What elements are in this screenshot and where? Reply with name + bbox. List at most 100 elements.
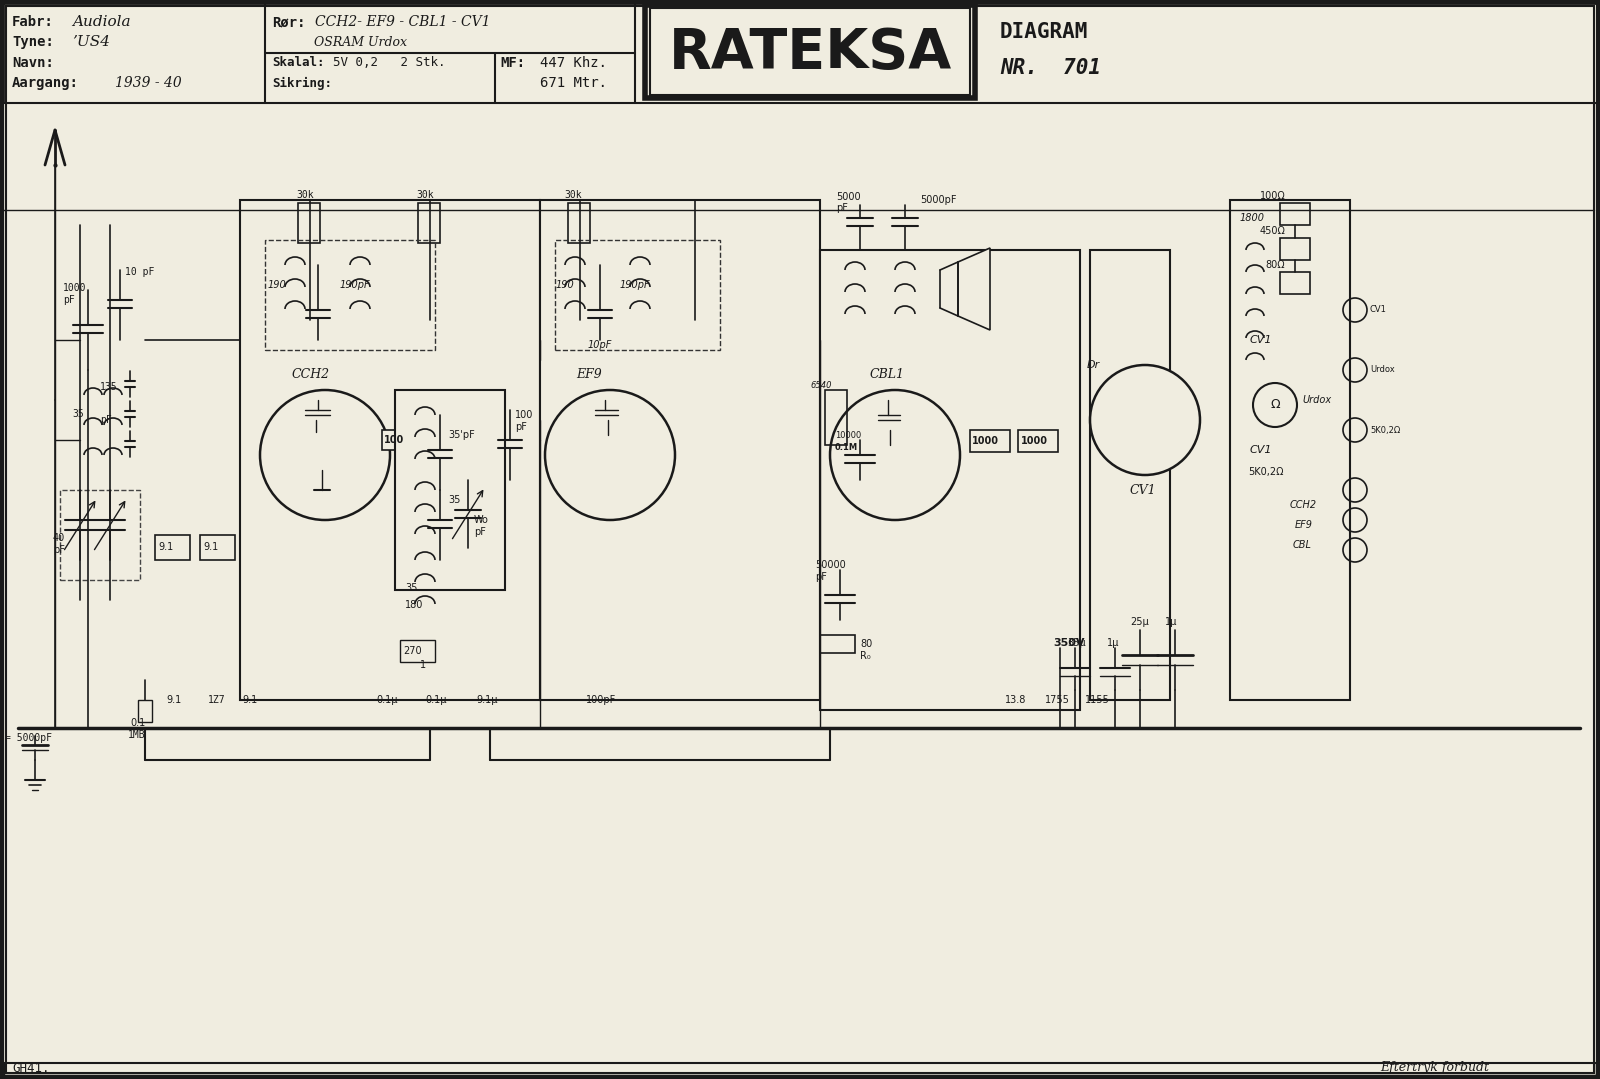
Text: 1755: 1755 bbox=[1045, 695, 1070, 705]
Text: 1: 1 bbox=[419, 660, 426, 670]
Bar bbox=[418, 203, 440, 243]
Text: CV1: CV1 bbox=[1250, 445, 1272, 455]
Text: 1800: 1800 bbox=[1240, 213, 1266, 223]
Text: CBL: CBL bbox=[1293, 540, 1312, 550]
Text: 50000: 50000 bbox=[814, 560, 846, 570]
Text: CBL1: CBL1 bbox=[870, 369, 906, 382]
Bar bbox=[3, 103, 1597, 1063]
Text: 190pF: 190pF bbox=[339, 279, 371, 290]
Text: Skalal:: Skalal: bbox=[272, 56, 325, 69]
Bar bbox=[298, 203, 320, 243]
Text: 40: 40 bbox=[53, 533, 66, 543]
Text: 35: 35 bbox=[448, 495, 461, 505]
Text: 30k: 30k bbox=[563, 190, 582, 200]
Text: CV1: CV1 bbox=[1250, 334, 1272, 345]
Text: 190pF: 190pF bbox=[621, 279, 651, 290]
Text: 450Ω: 450Ω bbox=[1261, 226, 1286, 236]
Text: Wo: Wo bbox=[474, 515, 490, 525]
Text: EF9: EF9 bbox=[1294, 520, 1314, 530]
Text: 1155: 1155 bbox=[1085, 695, 1110, 705]
Text: 9.1μ: 9.1μ bbox=[477, 695, 498, 705]
Text: 1Z7: 1Z7 bbox=[208, 695, 226, 705]
Circle shape bbox=[546, 390, 675, 520]
Text: 1000: 1000 bbox=[62, 283, 86, 293]
Text: 135: 135 bbox=[99, 382, 118, 392]
Text: Dr: Dr bbox=[1086, 360, 1101, 370]
Text: 100: 100 bbox=[515, 410, 533, 420]
Text: ’US4: ’US4 bbox=[72, 35, 110, 49]
Text: 9.1: 9.1 bbox=[203, 542, 218, 552]
Text: CV1: CV1 bbox=[1130, 483, 1157, 496]
Text: 35: 35 bbox=[405, 583, 418, 593]
Text: 30k: 30k bbox=[416, 190, 434, 200]
Bar bbox=[819, 636, 854, 653]
Text: 5000pF: 5000pF bbox=[920, 195, 957, 205]
Text: 1μ: 1μ bbox=[1107, 638, 1120, 648]
Text: Audiola: Audiola bbox=[72, 15, 131, 29]
Text: MF:: MF: bbox=[499, 56, 525, 70]
Text: 0.1M: 0.1M bbox=[835, 443, 858, 452]
Text: 80Ω: 80Ω bbox=[1266, 260, 1285, 270]
Text: 9.1: 9.1 bbox=[158, 542, 173, 552]
Text: 1μ: 1μ bbox=[1165, 617, 1178, 627]
Bar bbox=[1090, 250, 1170, 700]
Text: pF: pF bbox=[515, 422, 526, 432]
Text: 671 Mtr.: 671 Mtr. bbox=[541, 76, 606, 90]
Bar bbox=[1230, 200, 1350, 700]
Bar bbox=[1018, 431, 1058, 452]
Text: 1000: 1000 bbox=[973, 436, 998, 446]
Text: 1939 - 40: 1939 - 40 bbox=[115, 76, 182, 90]
Text: Eftertryk forbudt: Eftertryk forbudt bbox=[1379, 1062, 1490, 1075]
Text: Tyne:: Tyne: bbox=[13, 35, 54, 49]
Text: pF: pF bbox=[53, 545, 66, 555]
Text: RATEKSA: RATEKSA bbox=[669, 26, 952, 80]
Text: 5K0,2Ω: 5K0,2Ω bbox=[1370, 425, 1400, 435]
Bar bbox=[645, 5, 974, 98]
Text: R₀: R₀ bbox=[861, 651, 870, 661]
Text: pF: pF bbox=[62, 295, 75, 305]
Text: 9.1: 9.1 bbox=[242, 695, 258, 705]
Text: Urdox: Urdox bbox=[1370, 366, 1395, 374]
Text: 0.1: 0.1 bbox=[130, 718, 146, 728]
Text: EF9: EF9 bbox=[576, 369, 602, 382]
Text: 80: 80 bbox=[861, 639, 872, 648]
Text: 180: 180 bbox=[405, 600, 424, 610]
Text: 13.8: 13.8 bbox=[1005, 695, 1026, 705]
Polygon shape bbox=[958, 248, 990, 330]
Bar bbox=[970, 431, 1010, 452]
Bar bbox=[819, 250, 1080, 710]
Bar bbox=[568, 203, 590, 243]
Text: pF: pF bbox=[99, 415, 112, 425]
Text: 270: 270 bbox=[403, 646, 422, 656]
Bar bbox=[1280, 203, 1310, 226]
Text: 0.1μ: 0.1μ bbox=[376, 695, 397, 705]
Text: 5K0,2Ω: 5K0,2Ω bbox=[1248, 467, 1283, 477]
Bar bbox=[240, 200, 541, 700]
Text: 35'pF: 35'pF bbox=[448, 431, 475, 440]
Bar bbox=[138, 700, 152, 722]
Text: 30k: 30k bbox=[296, 190, 314, 200]
Text: 35: 35 bbox=[72, 409, 83, 419]
Text: Urdox: Urdox bbox=[1302, 395, 1331, 405]
Text: OSRAM Urdox: OSRAM Urdox bbox=[314, 36, 406, 49]
Text: Ω: Ω bbox=[1270, 398, 1280, 411]
Circle shape bbox=[259, 390, 390, 520]
Text: Navn:: Navn: bbox=[13, 56, 54, 70]
Text: 10pF: 10pF bbox=[589, 340, 613, 350]
Text: = 5000pF: = 5000pF bbox=[5, 733, 51, 743]
Text: 447 Khz.: 447 Khz. bbox=[541, 56, 606, 70]
Bar bbox=[400, 640, 435, 663]
Bar bbox=[382, 431, 419, 450]
Bar bbox=[650, 8, 970, 95]
Bar bbox=[1280, 238, 1310, 260]
Text: 1000: 1000 bbox=[1021, 436, 1048, 446]
Text: CCH2: CCH2 bbox=[291, 369, 330, 382]
Text: 0.1μ: 0.1μ bbox=[426, 695, 446, 705]
Text: pF: pF bbox=[474, 527, 486, 537]
Text: Fabr:: Fabr: bbox=[13, 15, 54, 29]
Text: CCH2- EF9 - CBL1 - CV1: CCH2- EF9 - CBL1 - CV1 bbox=[315, 15, 491, 29]
Text: pF: pF bbox=[814, 572, 827, 582]
Text: 35μ: 35μ bbox=[1067, 638, 1086, 648]
Bar bbox=[61, 490, 141, 581]
Bar bbox=[200, 535, 235, 560]
